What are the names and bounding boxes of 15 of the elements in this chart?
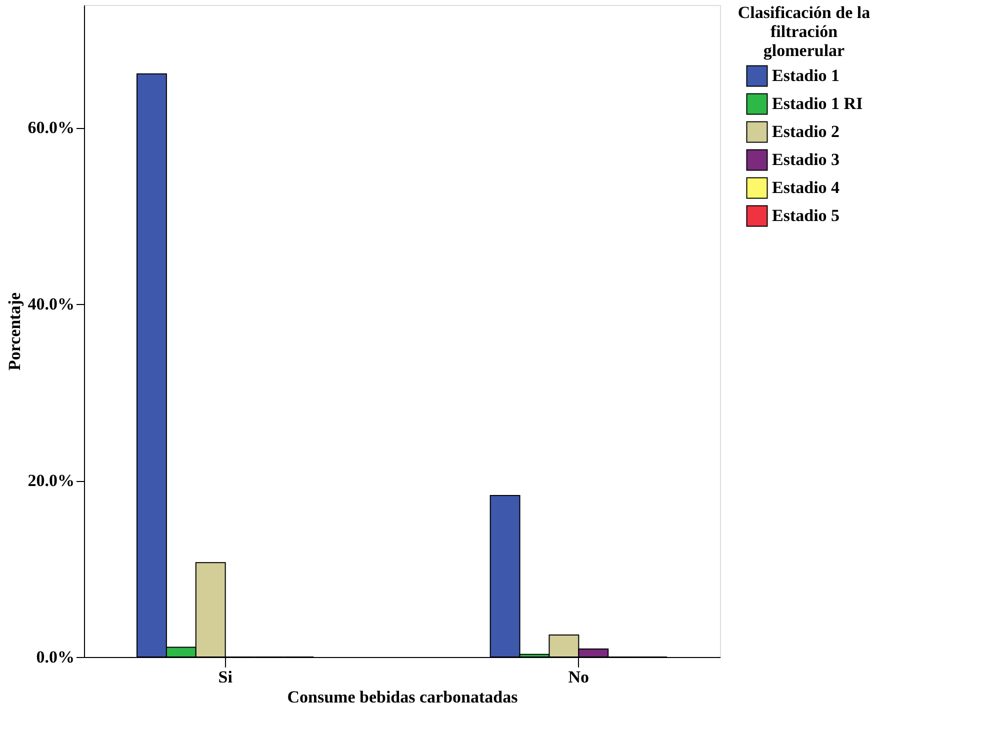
legend-label: Estadio 3 — [772, 150, 840, 169]
x-axis-title: Consume bebidas carbonatadas — [287, 688, 518, 706]
legend-label: Estadio 2 — [772, 122, 840, 141]
legend-label: Estadio 1 — [772, 66, 840, 85]
y-axis-title: Porcentaje — [4, 292, 24, 371]
y-tick-label: 20.0% — [28, 471, 74, 490]
y-tick-label: 0.0% — [36, 648, 74, 666]
legend-title: Clasificación de la filtración glomerular — [738, 3, 871, 60]
legend-label: Estadio 1 RI — [772, 94, 864, 113]
legend-label: Estadio 4 — [772, 178, 840, 197]
y-tick-label: 60.0% — [28, 118, 74, 138]
x-tick-label: No — [568, 668, 590, 686]
y-tick-label: 40.0% — [28, 294, 74, 314]
legend-label: Estadio 5 — [772, 206, 840, 225]
x-tick-label: Si — [218, 668, 233, 686]
